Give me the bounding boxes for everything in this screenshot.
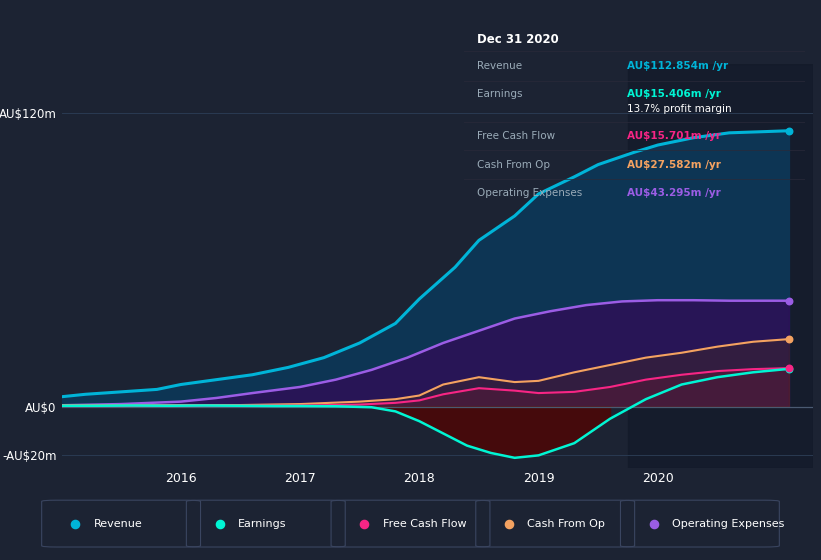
Text: Cash From Op: Cash From Op bbox=[478, 160, 551, 170]
Bar bbox=[628, 64, 813, 468]
Point bbox=[782, 296, 796, 305]
Point bbox=[782, 365, 796, 374]
Text: AU$112.854m /yr: AU$112.854m /yr bbox=[627, 60, 728, 71]
Text: AU$15.406m /yr: AU$15.406m /yr bbox=[627, 89, 722, 99]
Point bbox=[213, 519, 227, 528]
Text: Operating Expenses: Operating Expenses bbox=[672, 519, 785, 529]
Point bbox=[782, 126, 796, 135]
Point bbox=[782, 363, 796, 372]
Text: Earnings: Earnings bbox=[238, 519, 287, 529]
Text: AU$15.701m /yr: AU$15.701m /yr bbox=[627, 131, 722, 141]
Point bbox=[782, 335, 796, 344]
Point bbox=[502, 519, 516, 528]
Text: 13.7% profit margin: 13.7% profit margin bbox=[627, 104, 732, 114]
Text: Earnings: Earnings bbox=[478, 89, 523, 99]
Point bbox=[647, 519, 660, 528]
Text: Revenue: Revenue bbox=[94, 519, 142, 529]
Text: Revenue: Revenue bbox=[478, 60, 523, 71]
Text: Free Cash Flow: Free Cash Flow bbox=[383, 519, 466, 529]
Point bbox=[68, 519, 81, 528]
Text: Operating Expenses: Operating Expenses bbox=[478, 188, 583, 198]
Text: AU$43.295m /yr: AU$43.295m /yr bbox=[627, 188, 721, 198]
Text: AU$27.582m /yr: AU$27.582m /yr bbox=[627, 160, 722, 170]
Text: Cash From Op: Cash From Op bbox=[528, 519, 605, 529]
Point bbox=[358, 519, 371, 528]
Text: Dec 31 2020: Dec 31 2020 bbox=[478, 33, 559, 46]
Text: Free Cash Flow: Free Cash Flow bbox=[478, 131, 556, 141]
